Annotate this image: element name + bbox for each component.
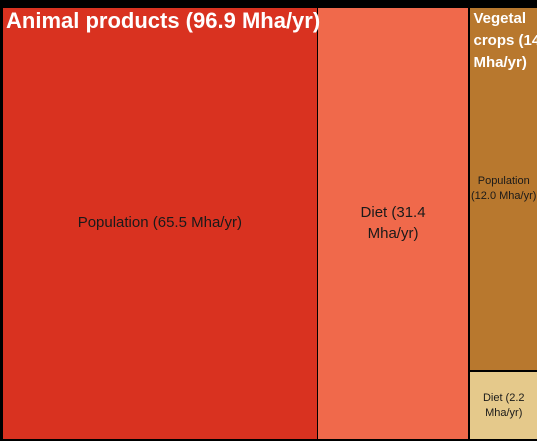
group: Population (12.0 Mha/yr) Diet (2.2 Mha/yr… — [470, 8, 537, 439]
cell-label: Population (12.0 Mha/yr) — [471, 175, 537, 203]
group-title: Vegetal crops (14.2 Mha/yr) — [473, 10, 537, 71]
cell: Diet (2.2 Mha/yr) — [470, 372, 537, 439]
cell: Population (12.0 Mha/yr) — [470, 8, 537, 371]
group: Population (65.5 Mha/yr) Diet (31.4 Mha/y… — [3, 8, 469, 439]
cell-label: Diet (31.4 Mha/yr) — [360, 204, 426, 242]
cell-label: Population (65.5 Mha/yr) — [77, 214, 242, 232]
cell: Population (65.5 Mha/yr) — [3, 8, 317, 439]
cell-label: Diet (2.2 Mha/yr) — [482, 391, 525, 419]
cell: Diet (31.4 Mha/yr) — [317, 8, 469, 439]
group-title: Animal products (96.9 Mha/yr) — [6, 8, 321, 33]
